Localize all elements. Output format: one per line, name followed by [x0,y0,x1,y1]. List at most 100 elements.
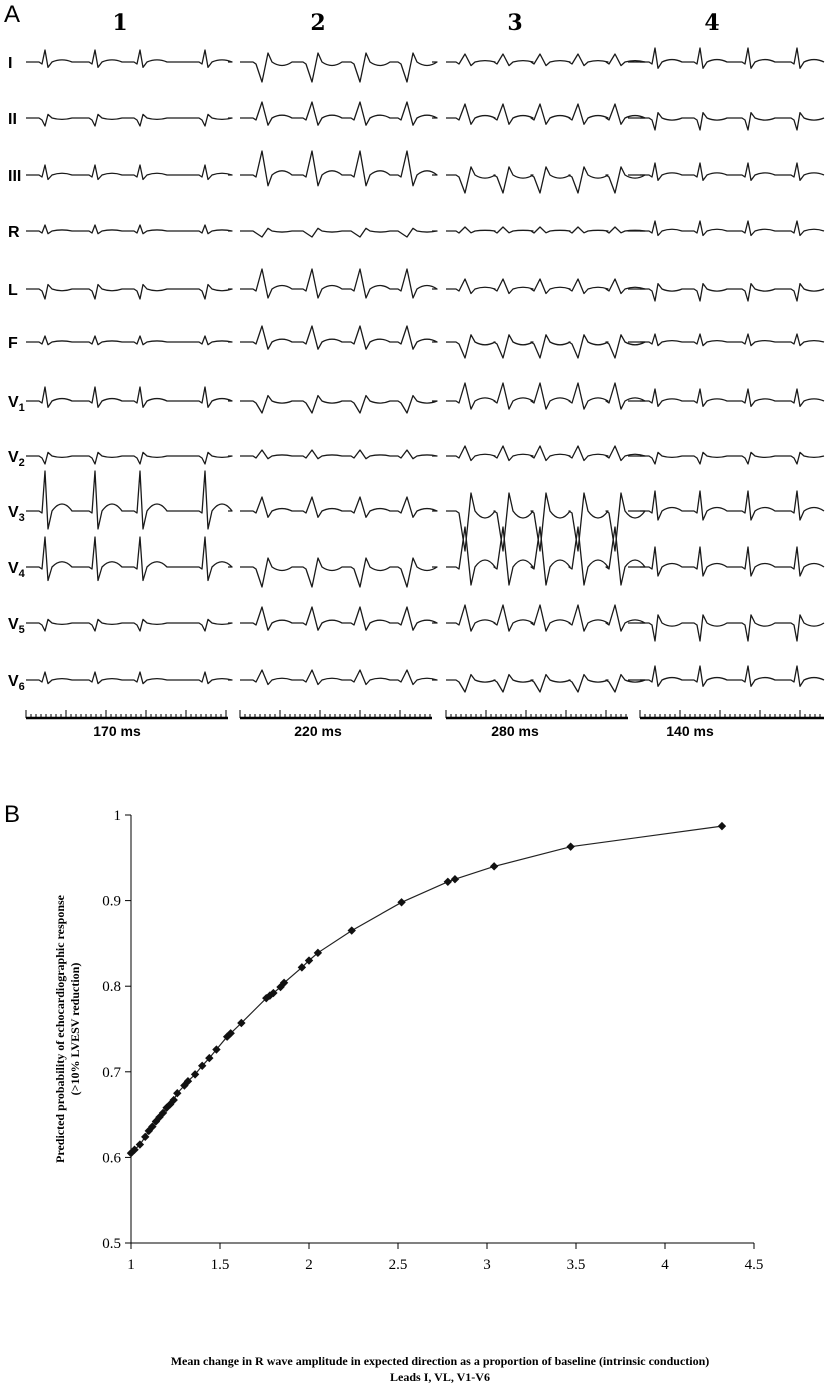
ecg-trace [240,669,438,686]
ecg-trace [446,492,646,552]
data-point-diamond [237,1018,246,1028]
data-point-diamond [443,877,453,886]
ecg-trace [26,536,233,582]
x-tick-label: 2 [305,1257,313,1273]
lead-label-main: I [8,55,12,72]
lead-label-subscript: 3 [19,512,25,524]
ecg-trace [446,604,646,632]
data-point-diamond [183,1077,193,1086]
data-point-diamond [566,842,575,851]
ecg-trace [446,445,646,462]
ecg-trace [240,606,438,631]
lead-label-subscript: 6 [19,681,25,693]
ecg-trace [640,614,825,642]
ecg-trace [240,557,438,588]
ecg-trace [26,113,233,127]
data-point-diamond [212,1045,221,1054]
panel-a-letter: A [4,1,20,28]
ecg-trace [446,166,646,194]
ecg-trace [26,671,233,685]
ecg-trace [240,268,438,299]
column-4-number: 4 [704,10,719,36]
ecg-trace [240,394,438,414]
lead-label-main: V [8,616,19,633]
ecg-trace [640,388,825,408]
ecg-trace [446,278,646,295]
ecg-trace [446,226,646,234]
lead-label-main: R [8,224,20,241]
data-point-diamond [262,993,271,1003]
y-axis-title-line-2: (>10% LVESV reduction) [68,963,82,1096]
ecg-trace [640,111,825,131]
y-tick-label: 0.8 [102,979,121,995]
data-point-diamond [141,1132,150,1142]
panel-b-letter: B [4,801,20,828]
ecg-trace [240,227,438,238]
ecg-trace [26,618,233,632]
x-tick-label: 3.5 [567,1257,586,1273]
lead-label: R [8,224,20,241]
lead-label: F [8,335,18,352]
ecg-trace [640,220,825,237]
ecg-trace [640,451,825,465]
data-point-diamond [148,1122,157,1131]
lead-label: V3 [8,504,25,524]
data-point-diamond [269,988,278,998]
data-point-diamond [313,948,323,958]
series-line [130,825,723,1154]
data-point-diamond [158,1108,168,1118]
ecg-trace [640,333,825,347]
lead-label: L [8,282,18,299]
y-tick-label: 1 [114,808,122,824]
lead-label-main: V [8,673,19,690]
ecg-traces [26,47,825,693]
ecg-trace [240,101,438,126]
ecg-trace [640,490,825,521]
column-4-scale-label: 140 ms [666,723,714,739]
ecg-trace [26,470,233,530]
data-point-diamond [489,862,499,871]
lead-label-main: III [8,168,21,185]
ecg-trace [640,665,825,687]
data-point-diamond [265,991,275,1000]
data-point-diamond [205,1053,214,1063]
ecg-trace [240,325,438,350]
x-tick-label: 1 [127,1257,135,1273]
ecg-trace [26,49,233,69]
ecg-trace [640,162,825,182]
lead-label-main: F [8,335,18,352]
column-3-number: 3 [507,10,522,36]
lead-label-subscript: 1 [19,402,25,414]
ecg-trace [446,103,646,125]
ecg-trace [240,496,438,518]
data-point-diamond [165,1100,175,1109]
x-tick-label: 4 [661,1257,669,1273]
lead-label: II [8,111,17,128]
data-point-diamond [276,982,285,992]
y-axis-ticks: 0.5 0.6 0.7 0.8 0.9 1 [102,808,131,1252]
data-point-diamond [347,926,356,935]
ecg-trace [640,47,825,69]
ecg-trace [26,386,233,408]
data-point-diamond [135,1140,145,1149]
ecg-trace [26,283,233,300]
ecg-trace [640,546,825,577]
ecg-trace [240,150,438,187]
lead-label-subscript: 5 [19,624,25,636]
x-axis-title-line-1: Mean change in R wave amplitude in expec… [171,1354,710,1368]
ecg-trace [240,449,438,460]
data-point-diamond [450,875,460,884]
lead-label: V1 [8,394,25,414]
lead-label-subscript: 2 [19,457,25,469]
column-1-scale-label: 170 ms [93,723,141,739]
x-axis-ticks: 1 1.5 2 2.5 3 3.5 4 4.5 [127,1243,763,1273]
data-point-diamond [226,1029,235,1038]
ecg-trace [26,224,233,235]
lead-label-main: L [8,282,18,299]
ecg-trace [640,282,825,302]
ecg-trace [446,382,646,410]
data-point-diamond [717,821,727,831]
lead-label-main: V [8,394,19,411]
